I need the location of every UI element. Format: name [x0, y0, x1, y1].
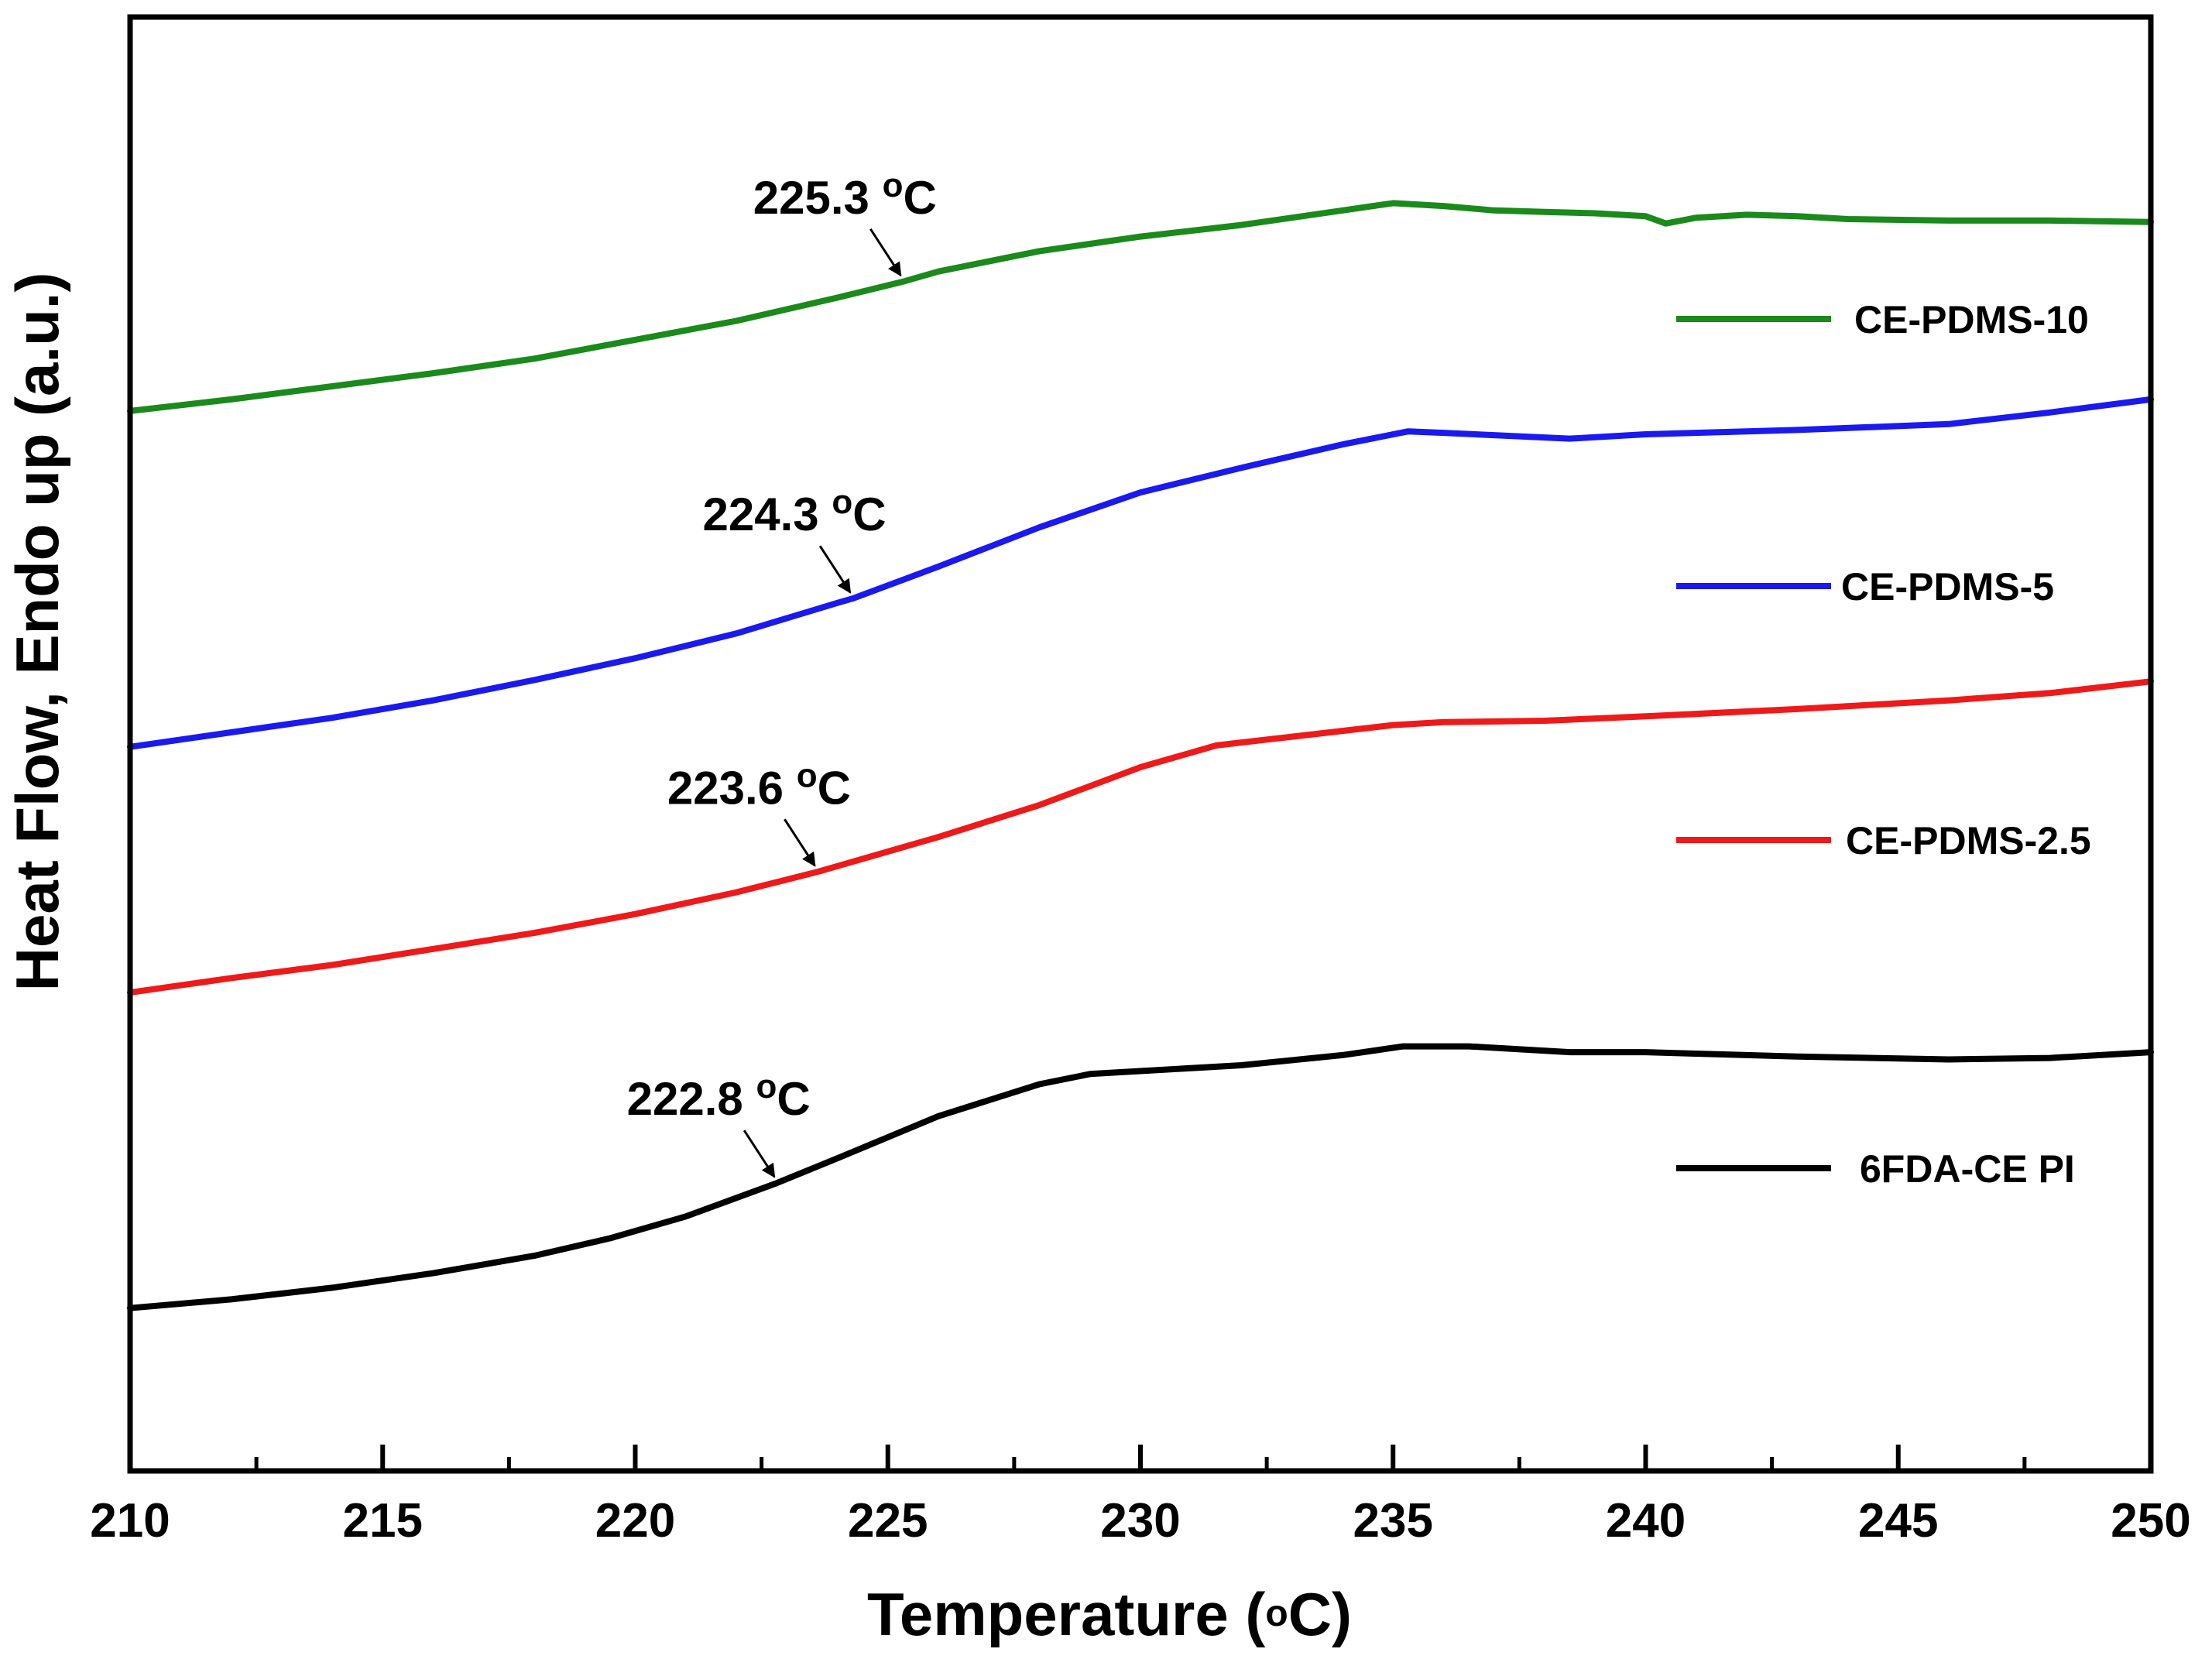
x-tick-label-245: 245 [1858, 1494, 1938, 1548]
x-axis-tick-labels: 210 215 220 225 230 235 240 245 250 [90, 1494, 2190, 1548]
annotation-arrow-225-3 [869, 228, 902, 277]
x-tick-label-230: 230 [1100, 1494, 1180, 1548]
x-tick-label-240: 240 [1606, 1494, 1686, 1548]
x-tick-label-250: 250 [2111, 1494, 2190, 1548]
y-axis-title: Heat Flow, Endo up (a.u.) [3, 273, 71, 992]
series-line-6fda-ce-pi [127, 1043, 2154, 1311]
x-tick-label-235: 235 [1353, 1494, 1433, 1548]
legend-label-ce-pdms-5: CE-PDMS-5 [1841, 565, 2054, 608]
annotation-arrow-222-8 [742, 1130, 776, 1178]
legend-label-ce-pdms-10: CE-PDMS-10 [1854, 298, 2089, 341]
x-axis-title-unit: C) [1288, 1580, 1352, 1648]
x-tick-label-220: 220 [595, 1494, 675, 1548]
series-line-ce-pdms-5 [127, 396, 2154, 750]
x-axis-title-text: Temperature ( [867, 1580, 1265, 1648]
annotation-arrow-224-3 [818, 545, 852, 594]
annotation-layer: 225.3 oC 224.3 oC 223.6 oC 222.8 oC [627, 166, 937, 1178]
annotation-label-222-8: 222.8 oC [627, 1068, 811, 1125]
x-tick-label-210: 210 [90, 1494, 170, 1548]
annotation-label-223-6: 223.6 oC [667, 756, 851, 814]
x-axis-title: Temperature (oC) [867, 1580, 1352, 1648]
legend-label-6fda-ce-pi: 6FDA-CE PI [1860, 1147, 2075, 1191]
x-tick-label-225: 225 [848, 1494, 928, 1548]
annotation-arrow-223-6 [784, 818, 816, 867]
annotation-label-225-3: 225.3 oC [753, 166, 937, 224]
series-layer [127, 200, 2154, 1311]
series-line-ce-pdms-10 [127, 200, 2154, 414]
series-line-ce-pdms-2-5 [127, 678, 2154, 996]
x-tick-label-215: 215 [343, 1494, 423, 1548]
x-axis-title-unit-sup: o [1265, 1593, 1288, 1634]
annotation-label-224-3: 224.3 oC [703, 483, 887, 540]
legend-label-ce-pdms-2-5: CE-PDMS-2.5 [1846, 819, 2091, 862]
legend: CE-PDMS-10 CE-PDMS-5 CE-PDMS-2.5 6FDA-CE PI [1676, 298, 2091, 1191]
x-axis-ticks [128, 1445, 2153, 1471]
